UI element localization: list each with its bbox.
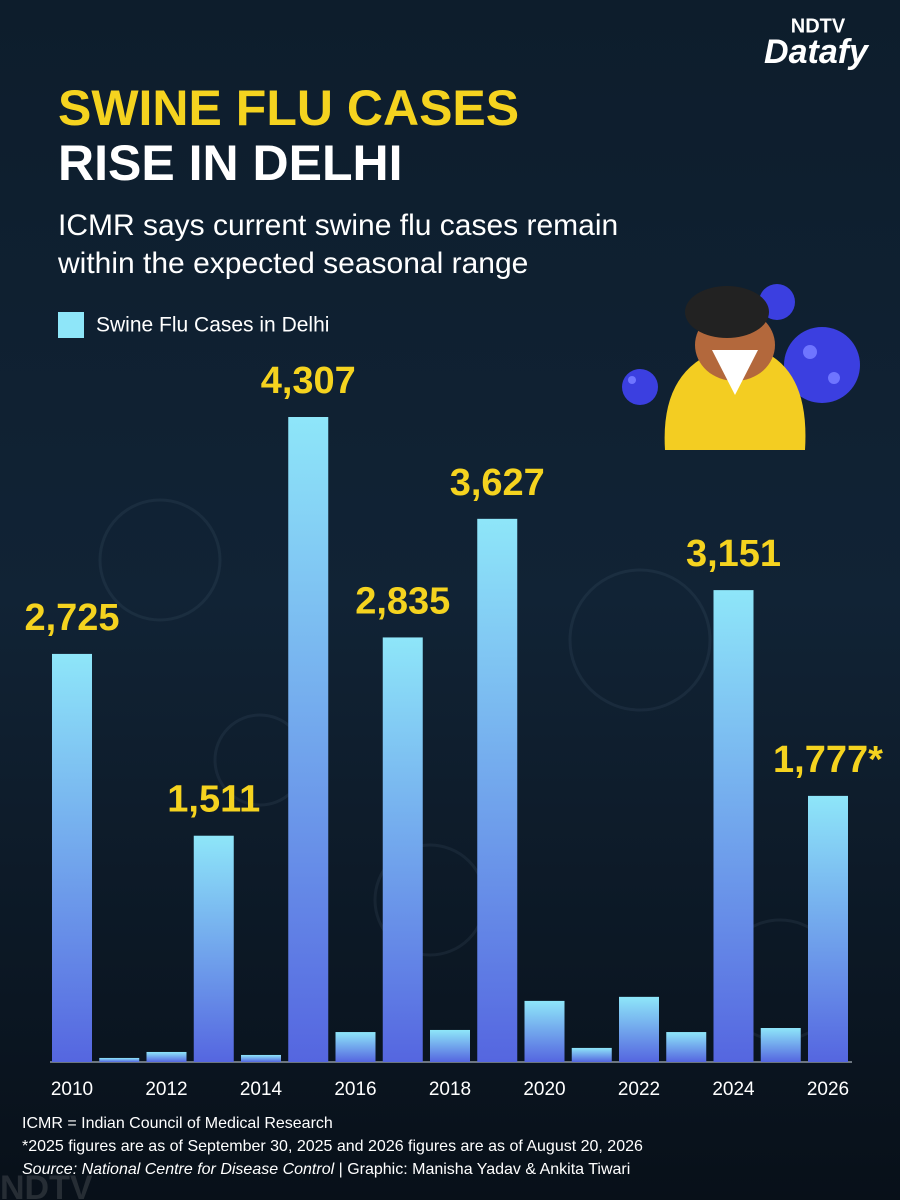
- bar: [760, 1028, 801, 1062]
- subtitle: ICMR says current swine flu cases remain: [58, 209, 618, 242]
- bar: [146, 1051, 187, 1062]
- x-tick-label: 2024: [712, 1079, 755, 1100]
- bar: [713, 590, 754, 1062]
- note: *2025 figures are as of September 30, 20…: [22, 1138, 643, 1155]
- x-tick-label: 2020: [523, 1079, 565, 1100]
- illustration: [622, 284, 860, 450]
- bar: [99, 1057, 140, 1062]
- bar: [241, 1054, 281, 1062]
- subtitle: within the expected seasonal range: [57, 247, 528, 280]
- bar: [619, 996, 659, 1062]
- note: ICMR = Indian Council of Medical Researc…: [22, 1115, 333, 1132]
- data-label: 1,777*: [773, 739, 883, 781]
- bar: [666, 1032, 707, 1062]
- x-tick-label: 2018: [429, 1079, 471, 1100]
- x-tick-label: 2012: [145, 1079, 187, 1100]
- data-label: 2,835: [355, 580, 450, 622]
- bar: [52, 653, 92, 1062]
- legend-label: Swine Flu Cases in Delhi: [96, 314, 329, 337]
- source-label: Source: National Centre for Disease Cont…: [22, 1161, 335, 1178]
- data-label: 1,511: [167, 779, 260, 821]
- brand-name: Datafy: [764, 33, 870, 71]
- source-credit: | Graphic: Manisha Yadav & Ankita Tiwari: [334, 1161, 630, 1178]
- bar: [808, 795, 848, 1062]
- x-tick-label: 2016: [334, 1079, 376, 1100]
- x-tick-label: 2026: [807, 1079, 849, 1100]
- bar: [477, 518, 518, 1062]
- bar: [335, 1032, 376, 1062]
- watermark: NDTV: [0, 1169, 93, 1200]
- data-label: 2,725: [24, 597, 119, 639]
- data-label: 3,151: [686, 533, 781, 575]
- chart-title: SWINE FLU CASES: [58, 80, 519, 136]
- legend-swatch: [58, 312, 84, 338]
- x-tick-label: 2010: [51, 1079, 93, 1100]
- bar: [571, 1047, 612, 1062]
- bar: [430, 1029, 470, 1062]
- x-tick-label: 2014: [240, 1079, 283, 1100]
- data-label: 4,307: [261, 360, 356, 402]
- bar: [193, 835, 234, 1062]
- bar: [382, 637, 423, 1062]
- x-tick-label: 2022: [618, 1079, 660, 1100]
- source: Source: National Centre for Disease Cont…: [22, 1161, 630, 1178]
- bar: [524, 1000, 565, 1062]
- chart-title-line2: RISE IN DELHI: [58, 135, 402, 191]
- brand-top: NDTV: [791, 15, 846, 37]
- bar: [288, 417, 329, 1062]
- data-label: 3,627: [450, 462, 545, 504]
